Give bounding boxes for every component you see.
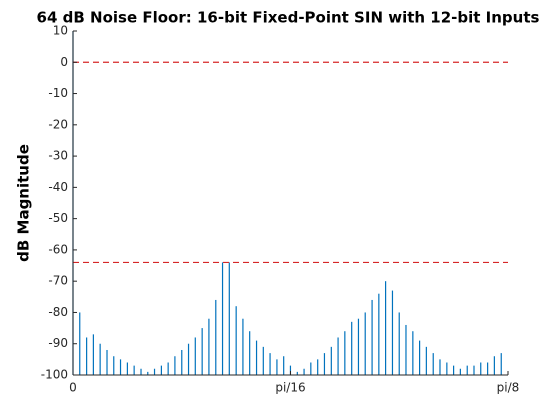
y-axis-label: dB Magnitude <box>15 144 33 262</box>
y-tick-label: -90 <box>48 336 68 350</box>
y-tick-label: -20 <box>48 117 68 131</box>
x-tick-label: pi/8 <box>497 381 520 395</box>
x-tick-label: pi/16 <box>275 381 305 395</box>
chart-title: 64 dB Noise Floor: 16-bit Fixed-Point SI… <box>37 9 540 27</box>
y-tick-label: -80 <box>48 305 68 319</box>
y-tick-label: -70 <box>48 274 68 288</box>
y-tick-label: 10 <box>53 24 68 38</box>
y-tick-label: -60 <box>48 242 68 256</box>
y-tick-label: -100 <box>41 368 68 382</box>
y-tick-label: -50 <box>48 211 68 225</box>
x-tick-label: 0 <box>69 381 77 395</box>
y-tick-label: 0 <box>60 55 68 69</box>
y-tick-label: -10 <box>48 86 68 100</box>
y-tick-label: -30 <box>48 149 68 163</box>
y-tick-label: -40 <box>48 180 68 194</box>
